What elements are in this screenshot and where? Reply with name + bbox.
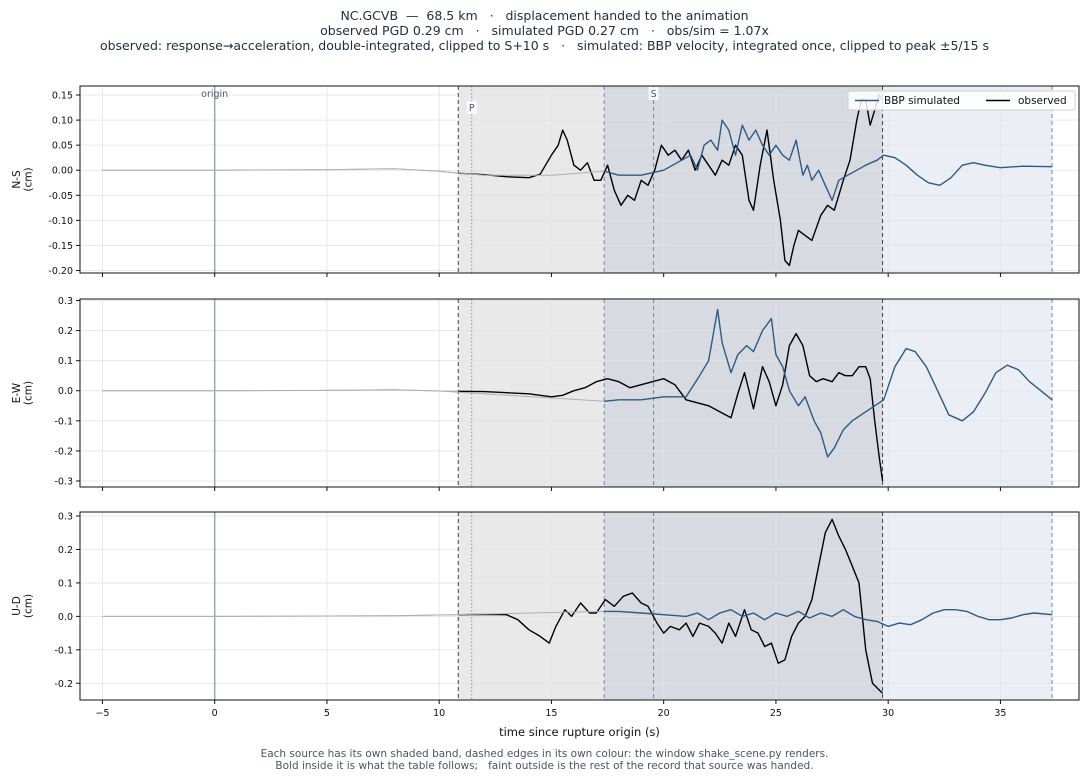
y-tick-label: 0.15 [52, 91, 73, 102]
y-tick-label: 0.0 [58, 612, 73, 623]
y-tick-label: 0.1 [58, 356, 73, 367]
observed-series-line [458, 518, 884, 694]
x-tick-label: 5 [324, 708, 330, 719]
x-tick-label: 0 [212, 708, 218, 719]
y-tick-label: 0.1 [58, 578, 73, 589]
y-tick-label: 0.2 [58, 326, 73, 337]
p-label-background [466, 101, 477, 114]
y-tick-label: 0.2 [58, 545, 73, 556]
y-tick-label: 0.3 [58, 296, 73, 307]
y-tick-label: 0.0 [58, 386, 73, 397]
panel-frame [79, 85, 1080, 274]
y-tick-label: -0.2 [54, 446, 73, 457]
x-tick-label: 10 [433, 708, 445, 719]
p-arrival-label: P [469, 103, 475, 114]
series-layer [102, 308, 1053, 482]
window-overlap-band [604, 299, 883, 487]
panel-3: -0.2 -0.1 0.0 0.1 0.2 0.3 −5 0 5 10 15 20 25 30 35 U-D(… [11, 511, 1080, 719]
window-overlap-band [604, 512, 883, 700]
panel-frame [79, 511, 1080, 701]
observed-series-line [458, 332, 884, 482]
footer-caption-line-1: Each source has its own shaded band, das… [260, 748, 829, 760]
y-tick-label: -0.2 [54, 679, 73, 690]
chart-title-line-3: observed: response→acceleration, double-… [99, 38, 990, 53]
s-label-background [648, 87, 659, 100]
x-tick-label: −5 [95, 708, 109, 719]
y-tick-label: -0.05 [48, 191, 73, 202]
y-axis-label: N-S(cm) [11, 167, 35, 191]
legend-box [847, 90, 1076, 111]
simulated-series-line [604, 119, 1053, 201]
simulated-faint-before-line [102, 389, 605, 402]
simulated-series-line [604, 308, 1053, 458]
panel-frame [79, 298, 1080, 488]
legend-label-observed: observed [1018, 95, 1067, 107]
chart-title-line-1: NC.GCVB — 68.5 km · displacement handed … [340, 8, 749, 23]
panel-1: -0.20 -0.15 -0.10 -0.05 0.00 0.05 0.10 0.15 N-S(… [11, 85, 1080, 277]
x-tick-label: 35 [994, 708, 1006, 719]
series-layer [102, 94, 1053, 267]
simulated-window-band [604, 86, 1053, 273]
chart-title-line-2: observed PGD 0.29 cm · simulated PGD 0.2… [320, 23, 769, 38]
x-tick-label: 20 [658, 708, 670, 719]
observed-series-line [458, 94, 884, 267]
footer-caption-line-2: Bold inside it is what the table follows… [275, 760, 814, 772]
y-tick-label: -0.3 [54, 476, 73, 487]
y-axis-label: U-D(cm) [11, 594, 35, 618]
panel-2: -0.3 -0.2 -0.1 0.0 0.1 0.2 0.3 E-W(cm) [11, 296, 1080, 491]
series-layer [102, 518, 1053, 694]
x-tick-label: 15 [545, 708, 557, 719]
s-arrival-label: S [651, 89, 657, 100]
y-tick-label: -0.15 [48, 241, 73, 252]
y-tick-label: 0.3 [58, 512, 73, 523]
simulated-window-band [604, 512, 1053, 700]
x-tick-label: 30 [882, 708, 894, 719]
y-tick-label: 0.00 [52, 166, 73, 177]
simulated-faint-before-line [102, 610, 605, 617]
y-tick-label: -0.1 [54, 416, 73, 427]
legend-label-simulated: BBP simulated [884, 95, 960, 107]
y-tick-label: -0.1 [54, 645, 73, 656]
y-axis-label: E-W(cm) [11, 381, 35, 405]
y-tick-label: 0.05 [52, 141, 73, 152]
y-tick-label: 0.10 [52, 116, 73, 127]
x-axis-label: time since rupture origin (s) [499, 725, 660, 739]
simulated-series-line [604, 609, 1053, 628]
legend: BBP simulated observed [847, 90, 1076, 111]
origin-label: origin [201, 89, 228, 100]
simulated-faint-before-line [102, 168, 605, 176]
y-tick-label: -0.10 [48, 216, 73, 227]
y-tick-label: -0.20 [48, 266, 73, 277]
x-tick-label: 25 [770, 708, 782, 719]
